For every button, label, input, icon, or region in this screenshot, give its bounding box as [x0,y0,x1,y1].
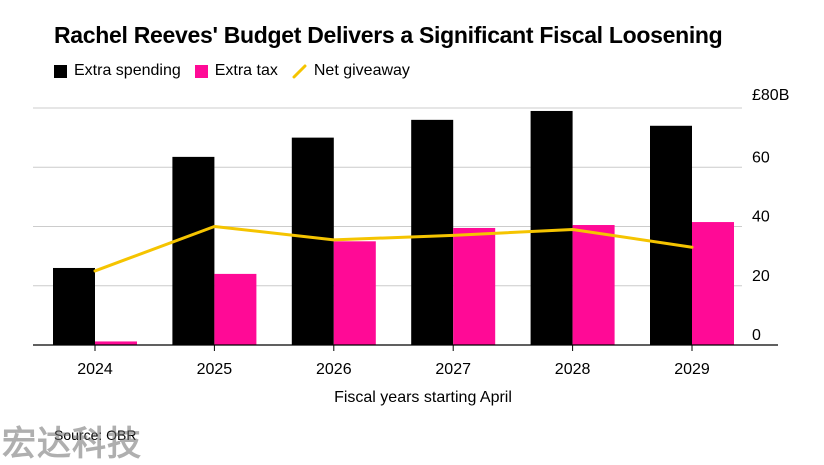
bar-extra-tax [692,222,734,345]
bar-extra-spending [530,110,573,346]
bar-extra-tax [95,341,137,345]
x-tick-label: 2026 [316,361,352,378]
x-tick-label: 2027 [435,361,471,378]
legend-swatch-extra-tax [194,64,208,78]
legend-item-extra-spending: Extra spending [54,62,181,80]
y-tick-label: £80B [752,87,789,104]
bar-extra-spending [650,125,692,346]
chart-title: Rachel Reeves' Budget Delivers a Signifi… [54,22,723,48]
legend-label-extra-tax: Extra tax [214,62,278,79]
x-axis-title: Fiscal years starting April [334,389,512,406]
bar-extra-spending [172,156,215,345]
y-tick-label: 0 [752,327,761,344]
legend-label-extra-spending: Extra spending [74,62,181,79]
legend-item-extra-tax: Extra tax [194,62,278,80]
source-note: Source: OBR [54,427,137,443]
bar-extra-tax [453,227,496,345]
x-tick-label: 2028 [555,361,591,378]
line-net-giveaway [93,225,694,273]
bar-extra-spending [291,137,334,345]
y-tick-label: 40 [752,209,770,226]
chart-legend: Extra spending Extra tax Net giveaway [54,62,424,80]
x-tick-label: 2025 [197,361,233,378]
legend-swatch-net-giveaway [292,64,307,78]
bar-extra-spending [53,267,95,345]
y-tick-label: 20 [752,268,770,285]
x-tick-label: 2029 [674,361,710,378]
legend-label-net-giveaway: Net giveaway [313,62,410,79]
bar-extra-tax [214,273,257,345]
watermark-text: 宏达科技 [2,425,142,463]
legend-item-net-giveaway: Net giveaway [292,62,410,80]
bar-extra-tax [572,225,615,345]
bar-extra-spending [411,119,454,345]
legend-swatch-extra-spending [54,64,67,78]
y-tick-label: 60 [752,149,770,166]
x-tick-label: 2024 [77,361,113,378]
bar-extra-tax [333,241,376,345]
